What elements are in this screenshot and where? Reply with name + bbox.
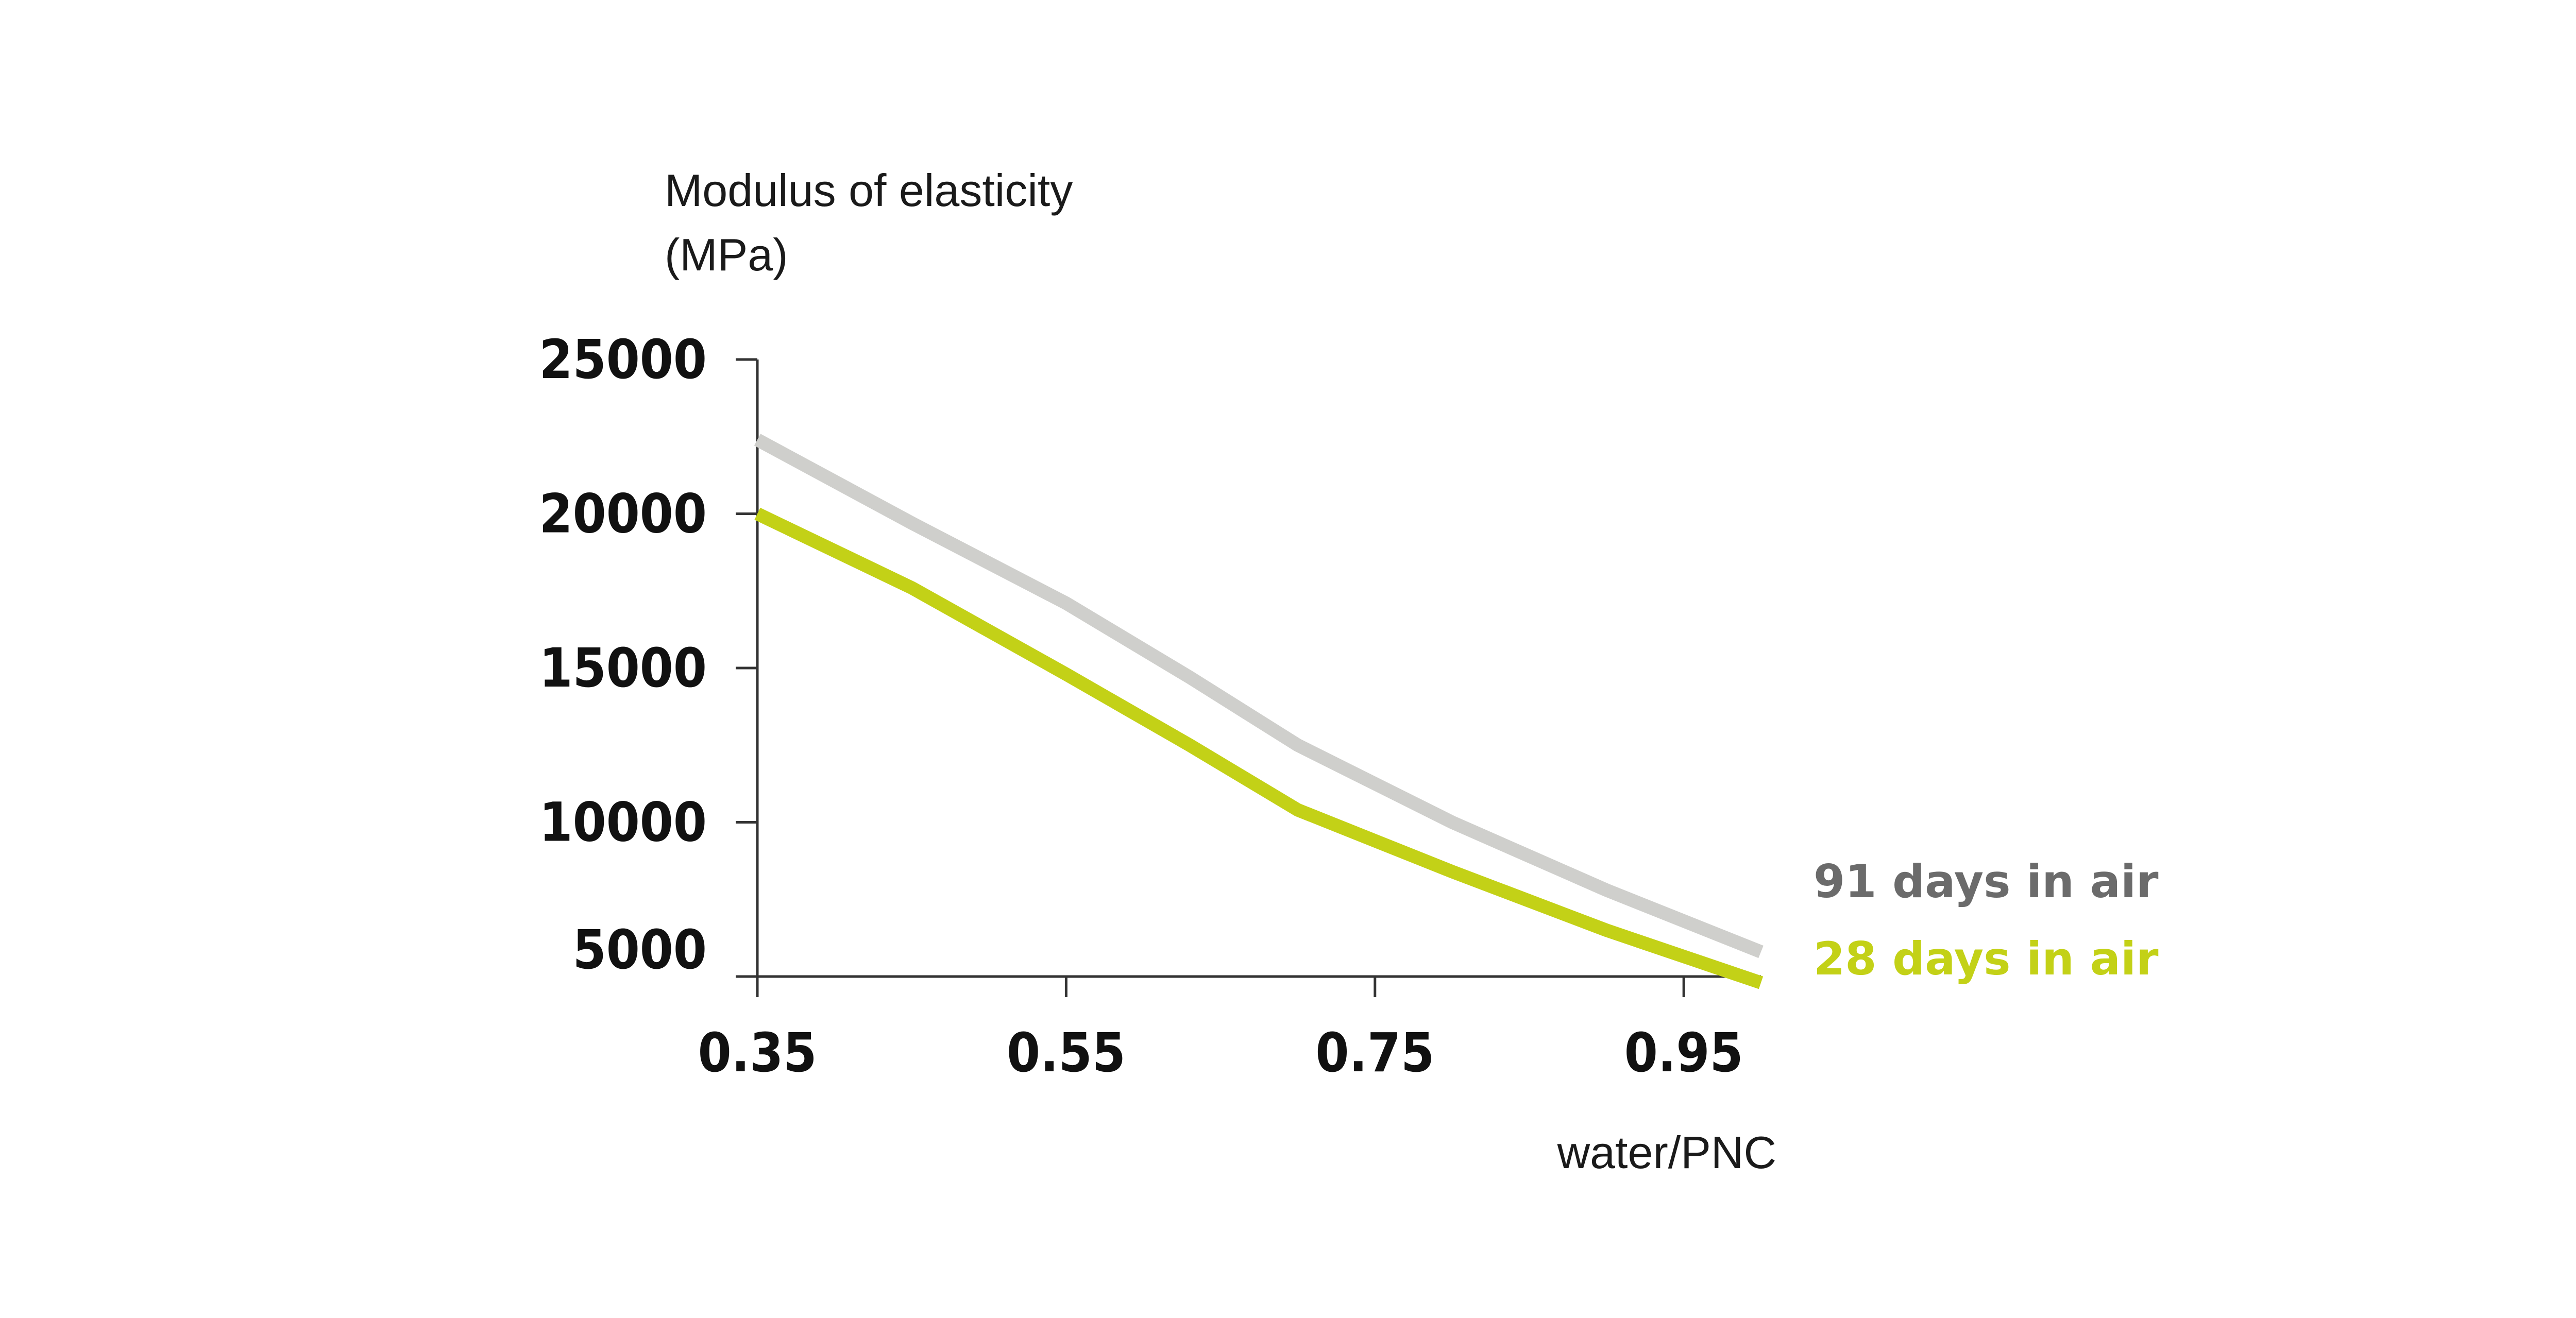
y-tick-label: 25000 [539,328,707,391]
legend-entry: 91 days in air [1814,855,2159,908]
x-tick-label: 0.95 [1624,1021,1743,1084]
y-tick-label: 5000 [573,918,707,981]
x-tick-label: 0.55 [1007,1021,1126,1084]
y-tick-label: 20000 [539,483,707,545]
x-ticks: 0.35 0.55 0.75 0.95 [698,977,1743,1084]
y-tick-label: 15000 [539,637,707,699]
y-axis-title: Modulus of elasticity (MPa) [665,165,1073,280]
y-axis-title-line: Modulus of elasticity [665,165,1073,216]
legend: 91 days in air 28 days in air [1814,855,2159,985]
series-line-28-days [754,507,1764,989]
y-tick-label: 10000 [539,791,707,854]
x-tick-label: 0.35 [698,1021,817,1084]
series-line-91-days [754,434,1764,958]
series-lines [754,434,1764,989]
legend-entry: 28 days in air [1814,932,2159,985]
x-tick-label: 0.75 [1315,1021,1434,1084]
y-ticks: 5000 10000 15000 20000 25000 [539,328,757,981]
x-axis-title: water/PNC [1557,1127,1776,1178]
y-axis-title-line: (MPa) [665,229,788,280]
